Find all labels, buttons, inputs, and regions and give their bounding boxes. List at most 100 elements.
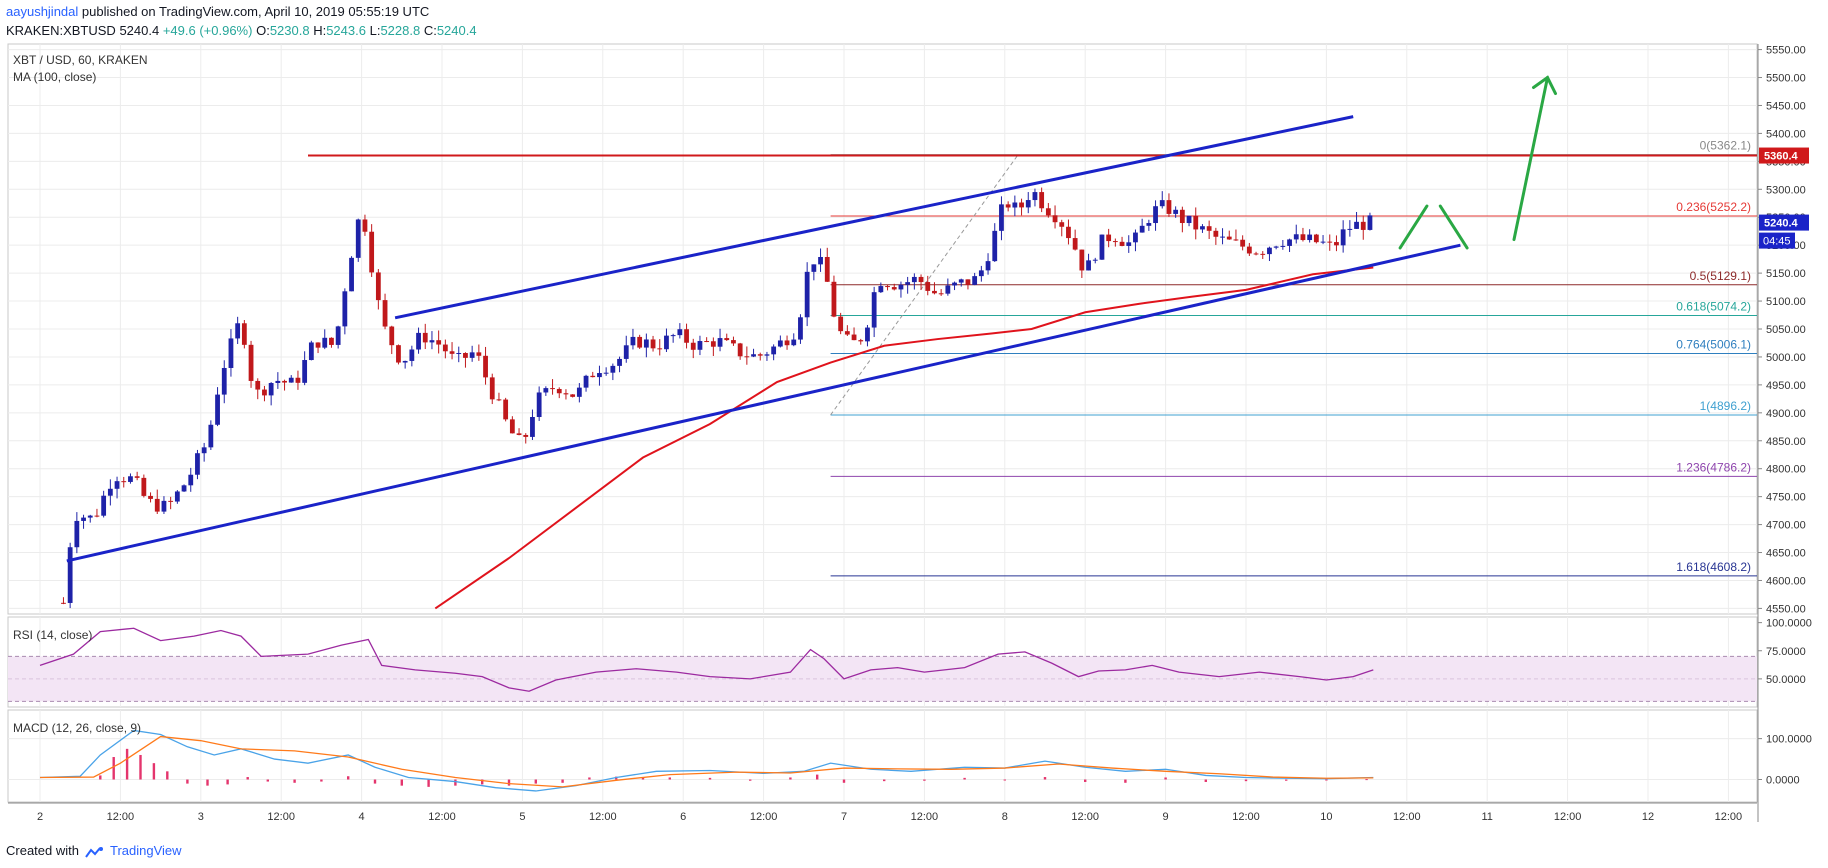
candle-up[interactable] — [777, 340, 783, 347]
candle-up[interactable] — [409, 349, 415, 361]
candle-down[interactable] — [737, 343, 743, 357]
candle-down[interactable] — [1206, 226, 1212, 231]
candle-down[interactable] — [1313, 234, 1319, 243]
candle-up[interactable] — [1307, 234, 1313, 241]
candle-down[interactable] — [918, 276, 924, 283]
candle-down[interactable] — [1246, 246, 1252, 254]
candle-down[interactable] — [509, 419, 515, 434]
candle-up[interactable] — [221, 367, 227, 395]
candle-up[interactable] — [1086, 260, 1091, 271]
candle-up[interactable] — [87, 515, 93, 518]
candle-up[interactable] — [543, 388, 549, 393]
candle-up[interactable] — [1267, 247, 1272, 255]
candle-down[interactable] — [744, 356, 750, 358]
candle-up[interactable] — [1280, 245, 1286, 247]
candle-down[interactable] — [503, 399, 509, 420]
candle-down[interactable] — [248, 344, 254, 381]
candle-up[interactable] — [322, 337, 328, 348]
candle-up[interactable] — [235, 323, 241, 339]
candle-up[interactable] — [771, 346, 777, 355]
candle-down[interactable] — [657, 348, 663, 350]
candle-down[interactable] — [1300, 234, 1306, 241]
candle-down[interactable] — [329, 337, 334, 345]
candle-up[interactable] — [603, 372, 609, 374]
candle-down[interactable] — [684, 329, 689, 343]
candle-up[interactable] — [878, 286, 884, 293]
candle-up[interactable] — [74, 520, 80, 548]
candle-down[interactable] — [168, 500, 174, 502]
candle-down[interactable] — [375, 272, 381, 301]
candle-down[interactable] — [141, 477, 147, 496]
candle-down[interactable] — [489, 377, 495, 400]
candle-down[interactable] — [1112, 241, 1118, 243]
candle-up[interactable] — [81, 517, 86, 521]
candle-up[interactable] — [201, 447, 207, 454]
candle-up[interactable] — [429, 340, 435, 343]
candle-up[interactable] — [751, 354, 756, 357]
candle-down[interactable] — [570, 394, 576, 397]
candle-up[interactable] — [536, 392, 542, 418]
candle-up[interactable] — [1293, 234, 1299, 240]
candle-up[interactable] — [1367, 215, 1373, 230]
candle-up[interactable] — [174, 491, 180, 502]
candle-down[interactable] — [255, 380, 261, 390]
candle-up[interactable] — [101, 495, 107, 516]
candle-down[interactable] — [1072, 238, 1078, 250]
candle-up[interactable] — [664, 335, 669, 350]
candle-up[interactable] — [308, 342, 314, 361]
candle-up[interactable] — [623, 345, 629, 359]
candle-up[interactable] — [1173, 209, 1179, 214]
candle-down[interactable] — [1240, 239, 1246, 247]
symbol-label[interactable]: KRAKEN:XBTUSD — [6, 23, 116, 38]
candle-down[interactable] — [463, 353, 468, 358]
candle-up[interactable] — [804, 271, 810, 318]
candle-up[interactable] — [697, 341, 703, 350]
candle-up[interactable] — [798, 317, 803, 340]
candle-up[interactable] — [865, 327, 870, 342]
channel-lower-line[interactable] — [66, 243, 1461, 563]
candle-down[interactable] — [858, 340, 864, 342]
candle-up[interactable] — [1347, 228, 1353, 230]
candle-down[interactable] — [925, 282, 931, 291]
candle-down[interactable] — [382, 300, 388, 327]
candle-down[interactable] — [121, 481, 127, 483]
candle-up[interactable] — [630, 336, 636, 346]
candle-up[interactable] — [717, 338, 723, 347]
candle-up[interactable] — [268, 383, 274, 396]
candle-down[interactable] — [1334, 242, 1339, 246]
candle-up[interactable] — [1025, 200, 1031, 208]
candle-down[interactable] — [1052, 215, 1058, 223]
candle-down[interactable] — [757, 354, 763, 356]
candle-down[interactable] — [590, 375, 596, 378]
candle-down[interactable] — [556, 388, 562, 394]
macd-line[interactable] — [39, 729, 1374, 792]
candle-up[interactable] — [677, 329, 683, 336]
candle-up[interactable] — [67, 547, 73, 603]
candle-up[interactable] — [1200, 226, 1205, 230]
macd-pane[interactable] — [7, 709, 1758, 803]
candle-up[interactable] — [355, 219, 361, 258]
candle-up[interactable] — [905, 282, 911, 285]
candle-down[interactable] — [844, 331, 850, 335]
candle-down[interactable] — [483, 355, 488, 378]
candle-down[interactable] — [422, 332, 428, 343]
candle-down[interactable] — [838, 316, 844, 332]
candle-up[interactable] — [818, 256, 823, 265]
candle-up[interactable] — [1159, 200, 1165, 207]
tradingview-link[interactable]: TradingView — [110, 843, 182, 858]
candle-down[interactable] — [61, 602, 66, 604]
candle-up[interactable] — [128, 476, 133, 482]
candle-down[interactable] — [1066, 226, 1071, 239]
candle-up[interactable] — [610, 365, 616, 373]
author-link[interactable]: aayushjindal — [6, 4, 79, 19]
candle-up[interactable] — [958, 279, 964, 283]
candle-down[interactable] — [1213, 230, 1219, 237]
candle-down[interactable] — [449, 351, 455, 354]
candle-up[interactable] — [288, 377, 294, 383]
candle-up[interactable] — [1126, 242, 1132, 246]
candle-up[interactable] — [107, 488, 113, 496]
candle-up[interactable] — [978, 270, 984, 277]
candle-up[interactable] — [349, 257, 354, 292]
projection-arrow-segment[interactable] — [1438, 204, 1469, 250]
candle-down[interactable] — [1106, 234, 1112, 242]
